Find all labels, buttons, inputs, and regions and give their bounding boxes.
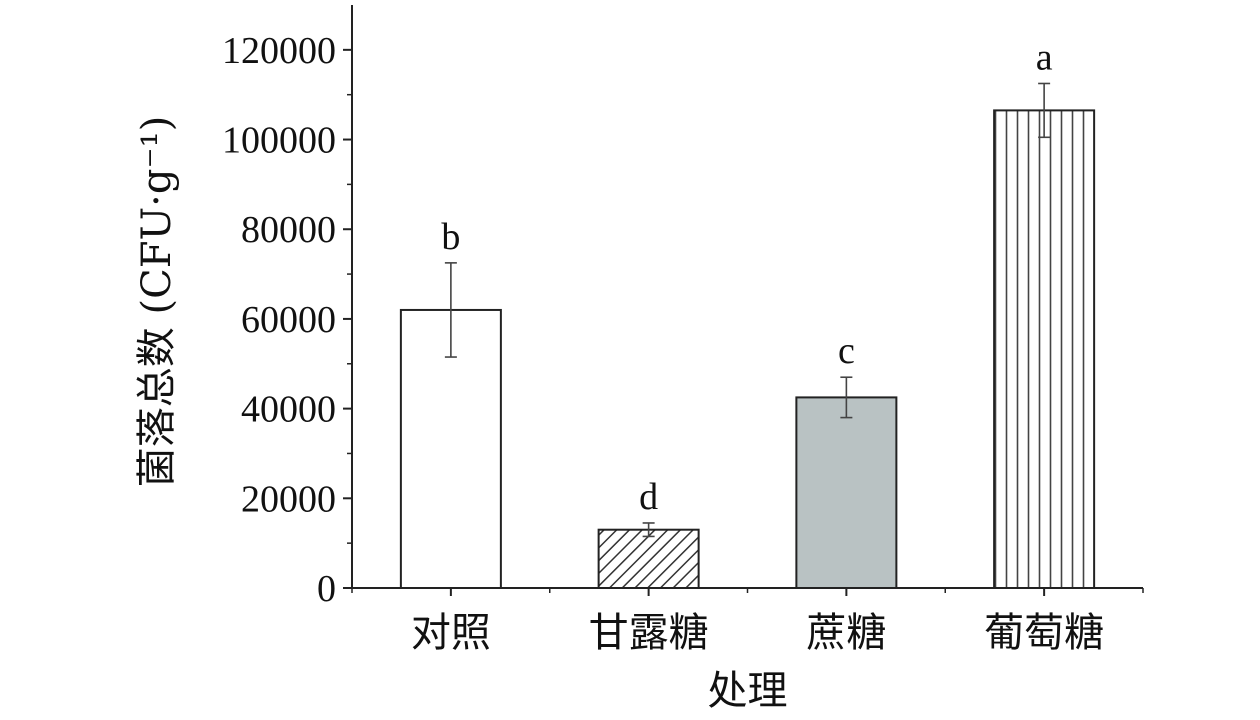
x-axis-title: 处理 bbox=[708, 668, 788, 714]
significance-label-1: b bbox=[441, 216, 460, 258]
significance-label-2: d bbox=[639, 476, 658, 518]
labels-layer: 处理 菌落总数 (CFU·g⁻¹) b 对照 d 甘露糖 c 蔗糖 a 葡萄糖 0 20000 40… bbox=[134, 30, 1104, 714]
y-tick-label-20000: 20000 bbox=[241, 478, 336, 520]
bar-3 bbox=[795, 396, 898, 589]
y-tick-label-40000: 40000 bbox=[241, 389, 336, 431]
y-tick-label-0: 0 bbox=[317, 568, 336, 610]
bar-4 bbox=[993, 109, 1096, 589]
bars-layer bbox=[399, 82, 1096, 590]
significance-label-4: a bbox=[1036, 36, 1053, 78]
y-tick-label-100000: 100000 bbox=[222, 120, 336, 162]
bar-2 bbox=[597, 528, 700, 590]
axes-layer bbox=[343, 5, 1144, 596]
y-tick-label-60000: 60000 bbox=[241, 299, 336, 341]
category-label-4: 葡萄糖 bbox=[984, 610, 1104, 656]
category-label-1: 对照 bbox=[411, 610, 491, 656]
category-label-2: 甘露糖 bbox=[589, 610, 709, 656]
significance-label-3: c bbox=[838, 330, 855, 372]
category-label-3: 蔗糖 bbox=[806, 610, 886, 656]
y-tick-label-80000: 80000 bbox=[241, 209, 336, 251]
y-axis-title: 菌落总数 (CFU·g⁻¹) bbox=[134, 116, 180, 487]
y-tick-label-120000: 120000 bbox=[222, 30, 336, 72]
